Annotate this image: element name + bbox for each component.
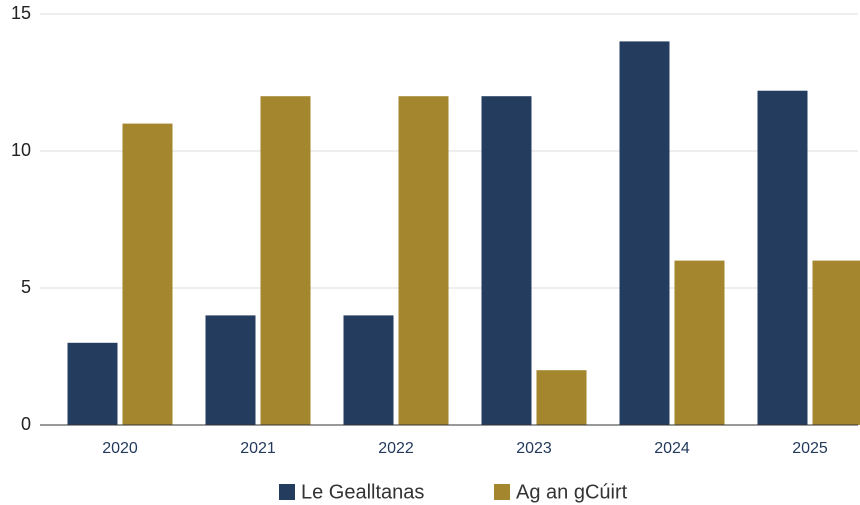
x-tick-label: 2024 — [654, 440, 690, 457]
x-tick-label: 2023 — [516, 440, 552, 457]
bar — [481, 96, 532, 425]
bar — [122, 123, 173, 425]
x-tick-label: 2020 — [102, 440, 138, 457]
bar — [619, 41, 670, 426]
y-tick-label: 5 — [21, 277, 31, 297]
legend-swatch — [279, 484, 295, 500]
bar — [536, 370, 587, 425]
y-tick-label: 10 — [11, 140, 31, 160]
bar — [757, 90, 808, 425]
bar — [67, 342, 118, 425]
x-tick-label: 2021 — [240, 440, 276, 457]
bar — [260, 96, 311, 425]
y-tick-label: 0 — [21, 414, 31, 434]
bar — [343, 315, 394, 425]
legend-label: Le Gealltanas — [301, 481, 424, 503]
bar — [674, 260, 725, 425]
y-tick-label: 15 — [11, 3, 31, 23]
bar — [812, 260, 860, 425]
bar — [205, 315, 256, 425]
x-tick-label: 2022 — [378, 440, 414, 457]
legend-swatch — [494, 484, 510, 500]
bar — [398, 96, 449, 425]
x-tick-label: 2025 — [792, 440, 828, 457]
legend-label: Ag an gCúirt — [516, 481, 628, 503]
